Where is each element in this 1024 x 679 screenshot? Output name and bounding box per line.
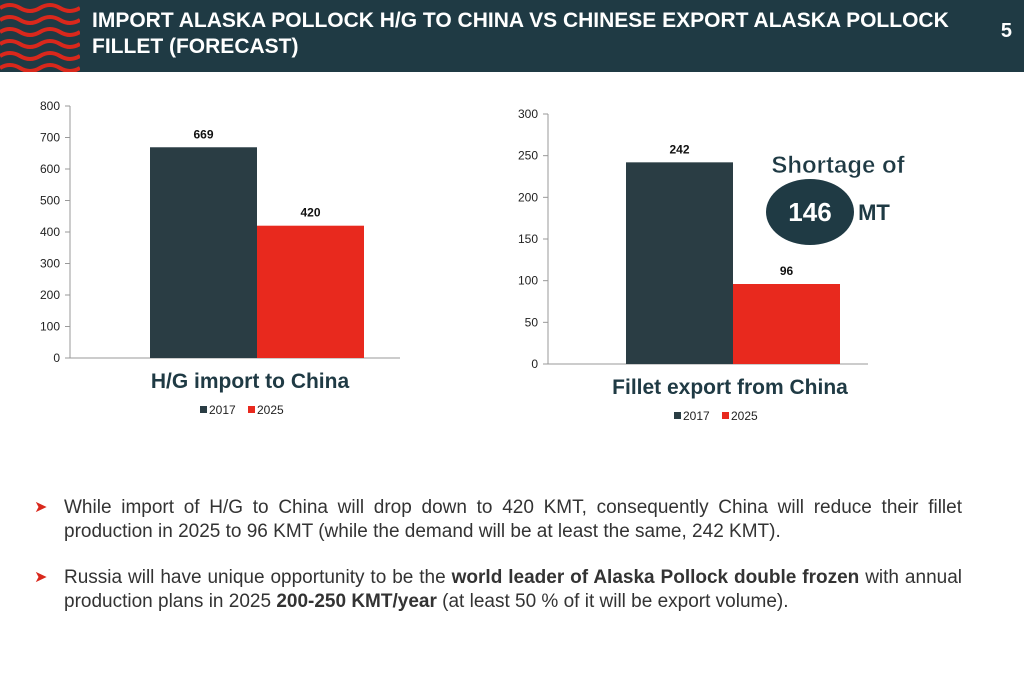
slide-header: IMPORT ALASKA POLLOCK H/G TO CHINA VS CH… bbox=[0, 0, 1024, 72]
legend-swatch bbox=[722, 412, 729, 419]
bullet-text-part: with annual production plans in 2025 bbox=[64, 567, 962, 612]
chart-title: H/G import to China bbox=[151, 370, 350, 393]
data-label: 420 bbox=[300, 206, 320, 220]
y-tick-label: 100 bbox=[40, 320, 60, 334]
y-tick-label: 200 bbox=[518, 190, 538, 204]
y-tick-label: 100 bbox=[518, 274, 538, 288]
y-tick-label: 300 bbox=[518, 107, 538, 121]
slide-title: IMPORT ALASKA POLLOCK H/G TO CHINA VS CH… bbox=[92, 9, 949, 58]
y-tick-label: 50 bbox=[525, 315, 539, 329]
data-label: 242 bbox=[669, 142, 689, 156]
y-tick-label: 700 bbox=[40, 131, 60, 145]
shortage-label: Shortage of bbox=[771, 152, 905, 179]
legend-label: 2017 bbox=[209, 403, 236, 417]
page-number: 5 bbox=[1000, 20, 1012, 42]
data-label: 669 bbox=[193, 127, 213, 141]
hg-import-chart: 0 100 200 300 400 500 600 700 800 669 420 H/G impor… bbox=[40, 99, 400, 417]
legend-label: 2025 bbox=[731, 409, 758, 423]
y-tick-label: 400 bbox=[40, 225, 60, 239]
bar-2025 bbox=[257, 225, 364, 358]
legend-swatch bbox=[248, 406, 255, 413]
bullet-bold-text: world leader of Alaska Pollock double fr… bbox=[451, 567, 860, 588]
y-tick-label: 600 bbox=[40, 162, 60, 176]
bar-2025 bbox=[733, 284, 840, 364]
arrow-right-icon: ➤ bbox=[34, 569, 48, 586]
y-tick-label: 150 bbox=[518, 232, 538, 246]
bullet-text: While import of H/G to China will drop d… bbox=[64, 497, 962, 542]
legend-label: 2017 bbox=[683, 409, 710, 423]
bullet-item: ➤ Russia will have unique opportunity to… bbox=[34, 566, 962, 614]
bar-2017 bbox=[150, 147, 257, 358]
shortage-badge bbox=[766, 179, 854, 245]
bar-2017 bbox=[626, 162, 733, 364]
bullet-text-part: (at least 50 % of it will be export volu… bbox=[436, 591, 789, 612]
bullet-list: ➤ While import of H/G to China will drop… bbox=[34, 496, 962, 636]
y-tick-label: 0 bbox=[53, 351, 60, 365]
data-label: 96 bbox=[780, 264, 794, 278]
legend-swatch bbox=[674, 412, 681, 419]
arrow-right-icon: ➤ bbox=[34, 499, 48, 516]
bullet-text-part: Russia will have unique opportunity to b… bbox=[64, 567, 452, 588]
legend-swatch bbox=[200, 406, 207, 413]
chart-title: Fillet export from China bbox=[612, 376, 848, 399]
shortage-value: 146 bbox=[788, 197, 831, 227]
red-waves-icon bbox=[0, 3, 80, 72]
y-tick-label: 0 bbox=[531, 357, 538, 371]
y-tick-label: 800 bbox=[40, 99, 60, 113]
shortage-unit: MT bbox=[858, 200, 890, 225]
y-tick-label: 300 bbox=[40, 257, 60, 271]
bullet-bold-text: 200-250 KMT/year bbox=[276, 591, 437, 612]
fillet-export-chart: 0 50 100 150 200 250 300 242 96 Fillet export fro… bbox=[518, 107, 906, 423]
y-tick-label: 500 bbox=[40, 194, 60, 208]
y-tick-label: 250 bbox=[518, 149, 538, 163]
y-tick-label: 200 bbox=[40, 288, 60, 302]
bullet-item: ➤ While import of H/G to China will drop… bbox=[34, 496, 962, 544]
legend-label: 2025 bbox=[257, 403, 284, 417]
